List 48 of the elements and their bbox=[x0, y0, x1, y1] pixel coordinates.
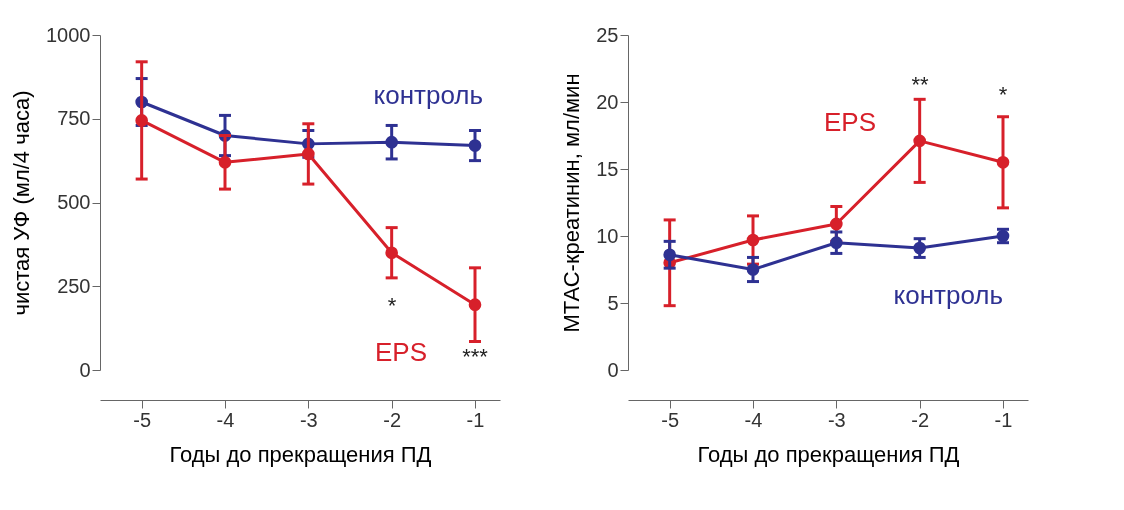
y-axis-title: чистая УФ (мл/4 часа) bbox=[9, 90, 35, 316]
y-tick-label: 750 bbox=[57, 107, 91, 130]
x-tick-label: -1 bbox=[466, 408, 485, 431]
point bbox=[218, 155, 232, 169]
x-tick-label: -1 bbox=[994, 408, 1013, 431]
y-tick-label: 25 bbox=[596, 23, 619, 46]
annotation: * bbox=[998, 82, 1008, 107]
x-tick-label: -4 bbox=[744, 408, 763, 431]
point bbox=[302, 147, 315, 161]
annotation: * bbox=[387, 293, 397, 318]
x-tick-label: -4 bbox=[216, 408, 235, 431]
series-label: EPS bbox=[823, 107, 876, 138]
point bbox=[135, 114, 148, 127]
point bbox=[468, 139, 482, 152]
point bbox=[385, 246, 398, 260]
x-tick-label: -3 bbox=[827, 408, 846, 431]
y-tick-label: 5 bbox=[607, 291, 619, 314]
point bbox=[830, 217, 843, 231]
point bbox=[830, 236, 843, 250]
point bbox=[746, 233, 760, 247]
x-tick-label: -5 bbox=[133, 408, 152, 431]
y-tick-label: 0 bbox=[607, 358, 619, 381]
point bbox=[913, 241, 926, 255]
point bbox=[385, 135, 398, 149]
y-tick-label: 20 bbox=[596, 90, 619, 113]
x-tick-label: -5 bbox=[661, 408, 680, 431]
y-tick-label: 1000 bbox=[46, 23, 91, 46]
point bbox=[663, 248, 676, 262]
y-tick-label: 0 bbox=[79, 358, 91, 381]
series-label: EPS bbox=[374, 336, 427, 367]
annotation: ** bbox=[911, 72, 929, 97]
x-tick-label: -2 bbox=[911, 408, 930, 431]
point bbox=[468, 298, 482, 311]
point bbox=[913, 134, 926, 148]
y-tick-label: 500 bbox=[57, 191, 91, 213]
y-tick-label: 250 bbox=[57, 274, 91, 297]
x-axis-title: Годы до прекращения ПД bbox=[697, 441, 960, 467]
point bbox=[996, 155, 1010, 169]
x-axis-title: Годы до прекращения ПД bbox=[169, 441, 432, 467]
x-tick-label: -2 bbox=[383, 408, 402, 431]
y-tick-label: 15 bbox=[596, 157, 619, 180]
series-label: контроль bbox=[893, 280, 1003, 310]
y-axis-title: МТАС-креатинин, мл/мин bbox=[559, 73, 585, 333]
x-tick-label: -3 bbox=[299, 408, 318, 431]
annotation: *** bbox=[462, 344, 489, 369]
series-label: контроль bbox=[373, 79, 483, 110]
point bbox=[746, 263, 760, 276]
y-tick-label: 10 bbox=[596, 224, 619, 247]
